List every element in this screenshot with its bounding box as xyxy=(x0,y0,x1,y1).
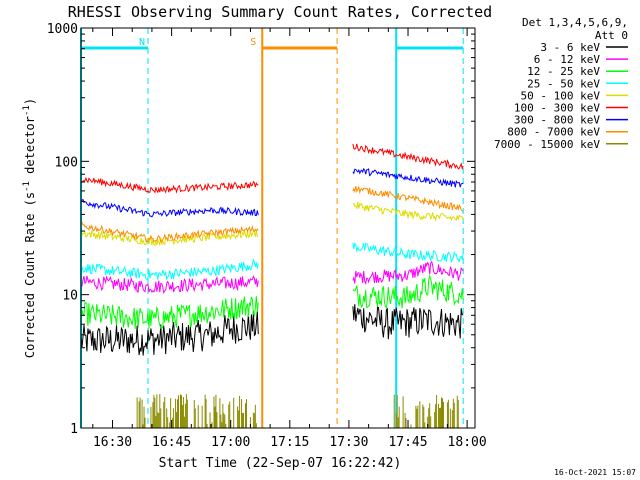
series-line xyxy=(80,229,259,247)
series-line xyxy=(352,304,464,340)
series-line xyxy=(80,198,259,218)
legend-label: 25 - 50 keV xyxy=(527,77,600,90)
legend-label: 3 - 6 keV xyxy=(540,41,600,54)
x-tick-label: 17:30 xyxy=(329,435,368,450)
chart-title: RHESSI Observing Summary Count Rates, Co… xyxy=(68,3,492,21)
series-spikes xyxy=(136,394,459,428)
series-line xyxy=(80,311,259,356)
x-axis: 16:30 16:45 17:00 17:15 17:30 17:45 18:00 xyxy=(92,28,487,450)
x-tick-label: 16:45 xyxy=(152,435,191,450)
y-axis-label-main: Corrected Count Rate (s xyxy=(23,192,37,358)
marker-label: S xyxy=(250,37,256,48)
x-tick-label: 17:45 xyxy=(388,435,427,450)
y-axis-label-mid: detector xyxy=(23,116,37,181)
y-axis-label-exp1: -1 xyxy=(22,181,32,192)
y-axis-label-end: ) xyxy=(23,98,37,105)
y-axis-label-exp2: -1 xyxy=(22,105,32,116)
x-axis-label: Start Time (22-Sep-07 16:22:42) xyxy=(159,456,402,471)
y-axis-label: Corrected Count Rate (s-1 detector-1) xyxy=(22,98,37,358)
legend-label: 100 - 300 keV xyxy=(514,102,600,115)
legend-label: 6 - 12 keV xyxy=(534,53,601,66)
series-line xyxy=(352,201,464,223)
legend-label: 300 - 800 keV xyxy=(514,114,600,127)
legend-label: 12 - 25 keV xyxy=(527,65,600,78)
legend-label: 800 - 7000 keV xyxy=(507,126,600,139)
x-tick-label: 17:00 xyxy=(211,435,250,450)
x-tick-label: 17:15 xyxy=(270,435,309,450)
y-tick-label: 1000 xyxy=(47,22,78,37)
legend-label: 7000 - 15000 keV xyxy=(494,138,600,151)
plot-frame xyxy=(80,27,476,429)
y-tick-label: 10 xyxy=(62,289,78,304)
y-tick-label: 100 xyxy=(55,155,78,170)
legend-label: 50 - 100 keV xyxy=(521,89,601,102)
x-tick-label: 16:30 xyxy=(93,435,132,450)
series-layer xyxy=(80,143,464,428)
series-line xyxy=(80,274,259,295)
footer-date: 16-Oct-2021 15:07 xyxy=(554,468,636,477)
y-tick-label: 1 xyxy=(70,422,78,437)
series-line xyxy=(352,260,464,285)
series-line xyxy=(352,274,464,310)
series-line xyxy=(352,143,464,171)
series-line xyxy=(80,258,259,281)
y-axis: 1 10 100 1000 xyxy=(47,22,475,437)
series-line xyxy=(80,296,259,329)
legend-header-detectors: Det 1,3,4,5,6,9, xyxy=(522,16,628,29)
series-line xyxy=(352,242,464,263)
x-tick-label: 18:00 xyxy=(448,435,487,450)
series-line xyxy=(352,167,464,188)
legend-header-attenuator: Att 0 xyxy=(595,29,628,42)
series-line xyxy=(80,220,259,243)
series-line xyxy=(81,176,259,194)
series-line xyxy=(352,185,464,212)
marker-label: N xyxy=(139,37,145,48)
